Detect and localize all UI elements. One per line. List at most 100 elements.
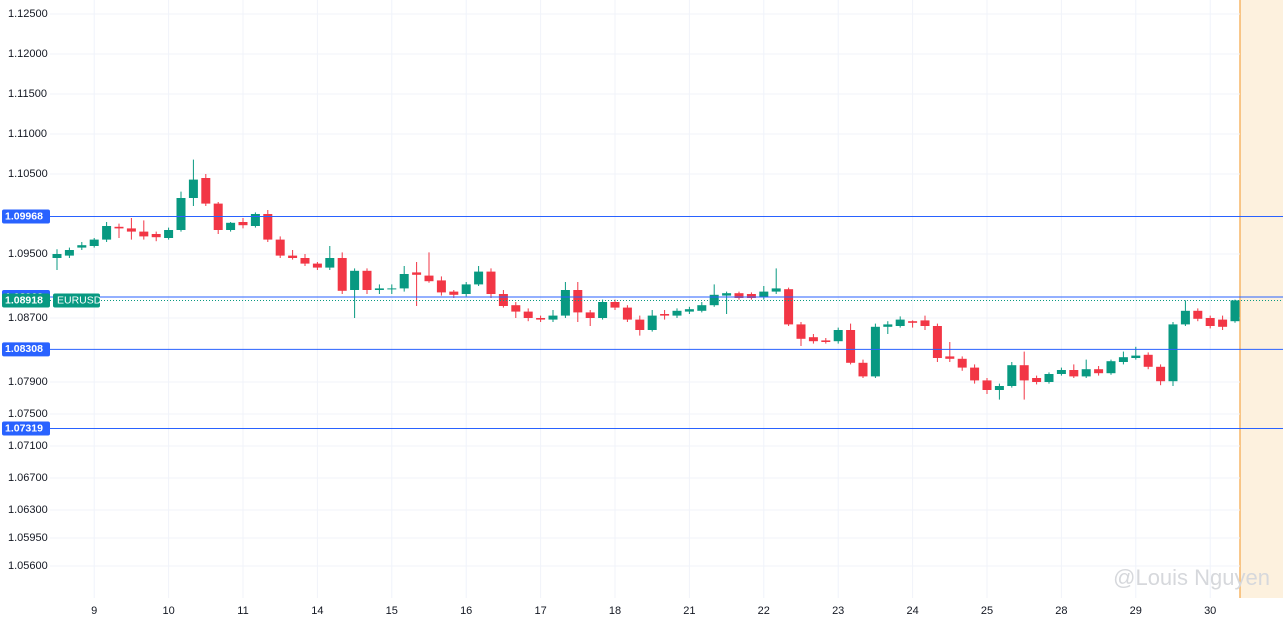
y-tick-label: 1.09500 (8, 248, 48, 260)
candle-body (201, 178, 211, 204)
candle-body (362, 270, 372, 290)
candle-body (399, 274, 409, 289)
candle-body (238, 222, 248, 226)
watermark: @Louis Nguyen (1113, 565, 1270, 590)
x-tick-label: 14 (311, 605, 323, 617)
y-tick-label: 1.07100 (8, 440, 48, 452)
level-label: 1.09968 (5, 210, 43, 222)
candle-body (585, 312, 595, 318)
candle-body (684, 309, 694, 312)
candle-body (573, 290, 583, 313)
y-tick-label: 1.07500 (8, 408, 48, 420)
symbol-label: EURUSD (57, 294, 102, 306)
level-label-box (2, 342, 50, 357)
candle-body (523, 311, 533, 318)
y-tick-label: 1.10500 (8, 168, 48, 180)
candle-body (176, 198, 186, 230)
level-label: 1.07319 (5, 422, 43, 434)
candle-body (250, 214, 260, 226)
candle-body (114, 226, 124, 229)
candle-body (610, 302, 620, 308)
candle-body (1205, 318, 1215, 326)
candle-body (920, 320, 930, 326)
candle-body (833, 330, 843, 342)
candle-body (1118, 357, 1128, 362)
x-tick-label: 10 (162, 605, 174, 617)
last-price-box (2, 293, 50, 308)
candle-body (139, 231, 149, 237)
candle-body (300, 258, 310, 264)
x-tick-label: 23 (832, 605, 844, 617)
candle-body (1156, 366, 1166, 382)
candle-body (970, 367, 980, 381)
candle-body (548, 315, 558, 320)
candle-body (449, 291, 459, 295)
candle-body (895, 319, 905, 326)
candle-body (424, 275, 434, 282)
candle-body (746, 294, 756, 298)
future-zone (1240, 0, 1283, 598)
candle-body (164, 230, 174, 238)
candle-body (151, 234, 161, 238)
x-tick-label: 11 (237, 605, 248, 617)
candle-body (474, 271, 484, 285)
y-tick-label: 1.11500 (8, 88, 47, 100)
candle-body (1230, 300, 1240, 322)
candle-body (226, 222, 236, 230)
candle-body (188, 179, 198, 198)
y-tick-label: 1.08700 (8, 312, 48, 324)
candle-body (1069, 370, 1079, 377)
symbol-box (53, 293, 100, 308)
x-tick-label: 28 (1055, 605, 1067, 617)
candle-body (1007, 365, 1017, 386)
candle-body (1180, 310, 1190, 325)
candle-body (1081, 369, 1091, 377)
candle-body (1193, 310, 1203, 319)
candle-body (1106, 361, 1116, 374)
candle-body (1143, 354, 1153, 367)
candle-body (89, 239, 99, 246)
x-tick-label: 17 (534, 605, 546, 617)
candle-body (982, 380, 992, 390)
candle-body (1094, 369, 1104, 374)
candle-body (883, 324, 893, 327)
x-tick-label: 9 (91, 605, 97, 617)
candle-body (945, 356, 955, 359)
candle-body (1218, 319, 1228, 327)
candle-body (536, 318, 546, 320)
candle-body (784, 289, 794, 325)
candle-body (771, 288, 781, 292)
candle-body (821, 340, 831, 342)
candle-body (77, 245, 87, 248)
last-price-label: 1.08918 (5, 294, 43, 306)
y-tick-label: 1.05950 (8, 532, 48, 544)
candle-body (994, 386, 1004, 390)
candle-body (374, 288, 384, 290)
candle-body (957, 358, 967, 368)
candle-body (697, 305, 707, 311)
candles (52, 159, 1240, 400)
candle-body (622, 307, 632, 320)
candle-body (1019, 365, 1029, 381)
y-tick-label: 1.12500 (8, 8, 48, 20)
candle-body (722, 293, 732, 296)
x-tick-label: 24 (906, 605, 918, 617)
candle-body (288, 255, 298, 258)
candle-body (796, 324, 806, 339)
candle-body (598, 302, 608, 318)
x-tick-label: 16 (460, 605, 472, 617)
candle-body (846, 330, 856, 363)
x-tick-label: 22 (758, 605, 770, 617)
level-label: 1.08308 (5, 343, 43, 355)
candle-body (560, 290, 570, 316)
candle-body (461, 284, 471, 294)
x-tick-label: 18 (609, 605, 621, 617)
candle-body (498, 294, 508, 306)
candle-body (734, 293, 744, 298)
candle-body (1032, 378, 1042, 382)
candle-body (52, 254, 62, 258)
candle-body (325, 258, 335, 268)
x-tick-label: 25 (981, 605, 993, 617)
candle-body (1168, 324, 1178, 382)
